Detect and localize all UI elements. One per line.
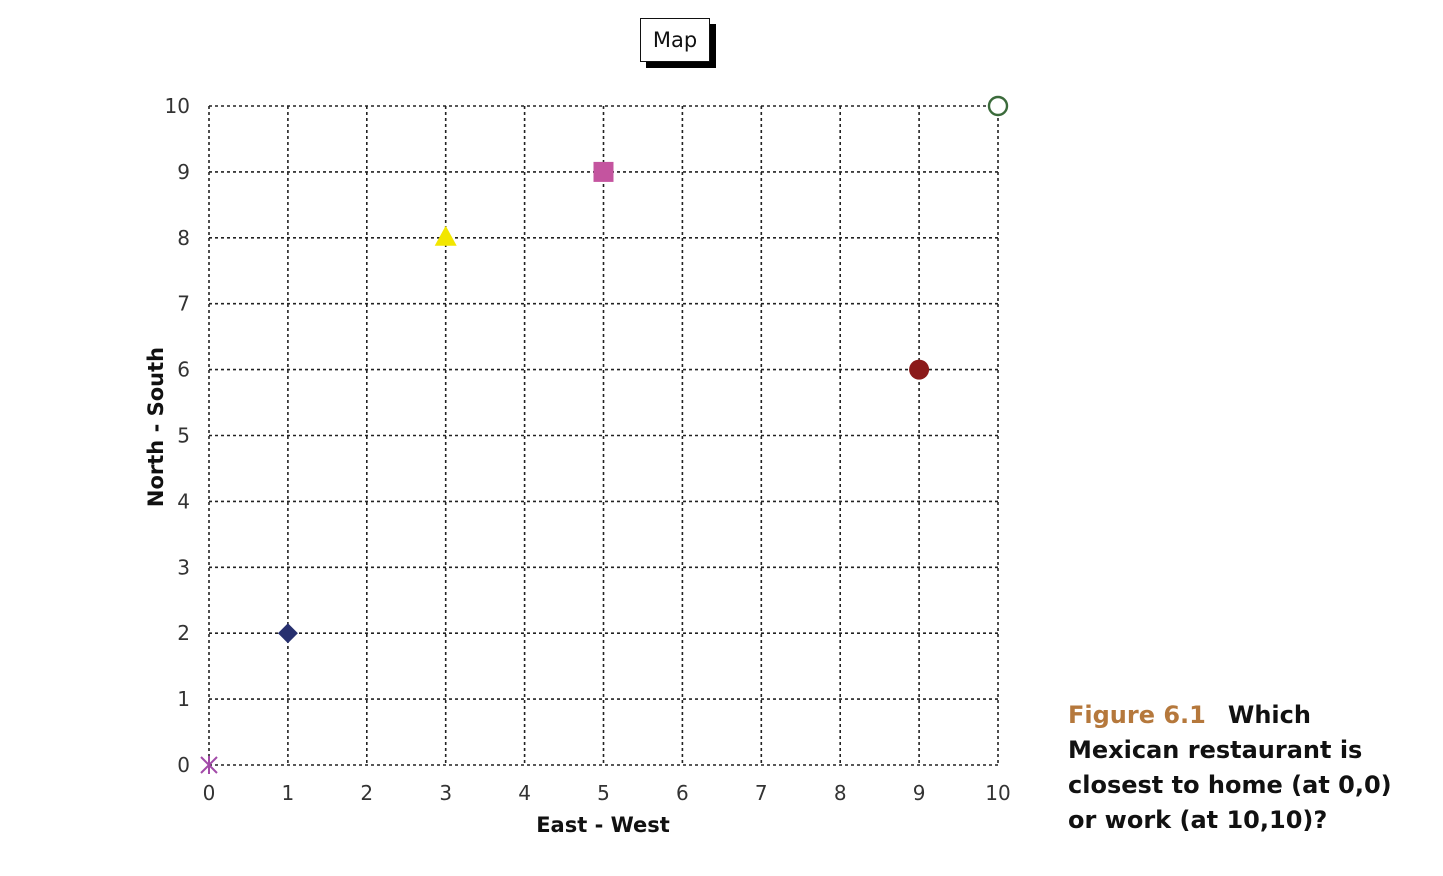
y-tick-label: 8 xyxy=(177,226,190,250)
data-point-asterisk xyxy=(200,756,218,774)
chart-title-text: Map xyxy=(652,28,698,52)
x-tick-label: 9 xyxy=(913,781,926,805)
x-tick-label: 7 xyxy=(755,781,768,805)
x-axis-title: East - West xyxy=(536,813,670,837)
y-tick-label: 3 xyxy=(177,555,190,579)
data-point-circle xyxy=(909,359,930,380)
x-tick-label: 3 xyxy=(439,781,452,805)
y-tick-label: 5 xyxy=(177,424,190,448)
chart-title: Map xyxy=(640,18,710,62)
grid-lines xyxy=(208,105,999,766)
y-tick-labels: 0 1 2 3 4 5 6 7 8 9 10 xyxy=(165,94,190,777)
x-tick-label: 5 xyxy=(597,781,610,805)
data-point-triangle xyxy=(434,225,457,246)
x-tick-label: 8 xyxy=(834,781,847,805)
figure-caption-text: Which Mexican restaurant is closest to h… xyxy=(1068,701,1392,834)
y-tick-label: 10 xyxy=(165,94,190,118)
y-tick-label: 6 xyxy=(177,358,190,382)
y-tick-label: 9 xyxy=(177,160,190,184)
x-tick-label: 0 xyxy=(203,781,216,805)
figure-caption: Figure 6.1 Which Mexican restaurant is cl… xyxy=(1068,698,1418,838)
data-points xyxy=(200,95,1009,774)
y-axis-title: North - South xyxy=(144,347,168,507)
data-point-open-circle xyxy=(987,95,1009,117)
data-point-diamond xyxy=(277,623,298,644)
x-tick-label: 2 xyxy=(360,781,373,805)
x-tick-label: 10 xyxy=(985,781,1010,805)
y-tick-label: 0 xyxy=(177,753,190,777)
y-tick-label: 4 xyxy=(177,489,190,513)
x-tick-labels: 0 1 2 3 4 5 6 7 8 9 10 xyxy=(203,781,1011,805)
y-tick-label: 2 xyxy=(177,621,190,645)
figure-label: Figure 6.1 xyxy=(1068,701,1206,729)
x-tick-label: 6 xyxy=(676,781,689,805)
x-tick-label: 1 xyxy=(282,781,295,805)
y-tick-label: 1 xyxy=(177,687,190,711)
x-tick-label: 4 xyxy=(518,781,531,805)
y-tick-label: 7 xyxy=(177,292,190,316)
data-point-square xyxy=(593,161,614,182)
